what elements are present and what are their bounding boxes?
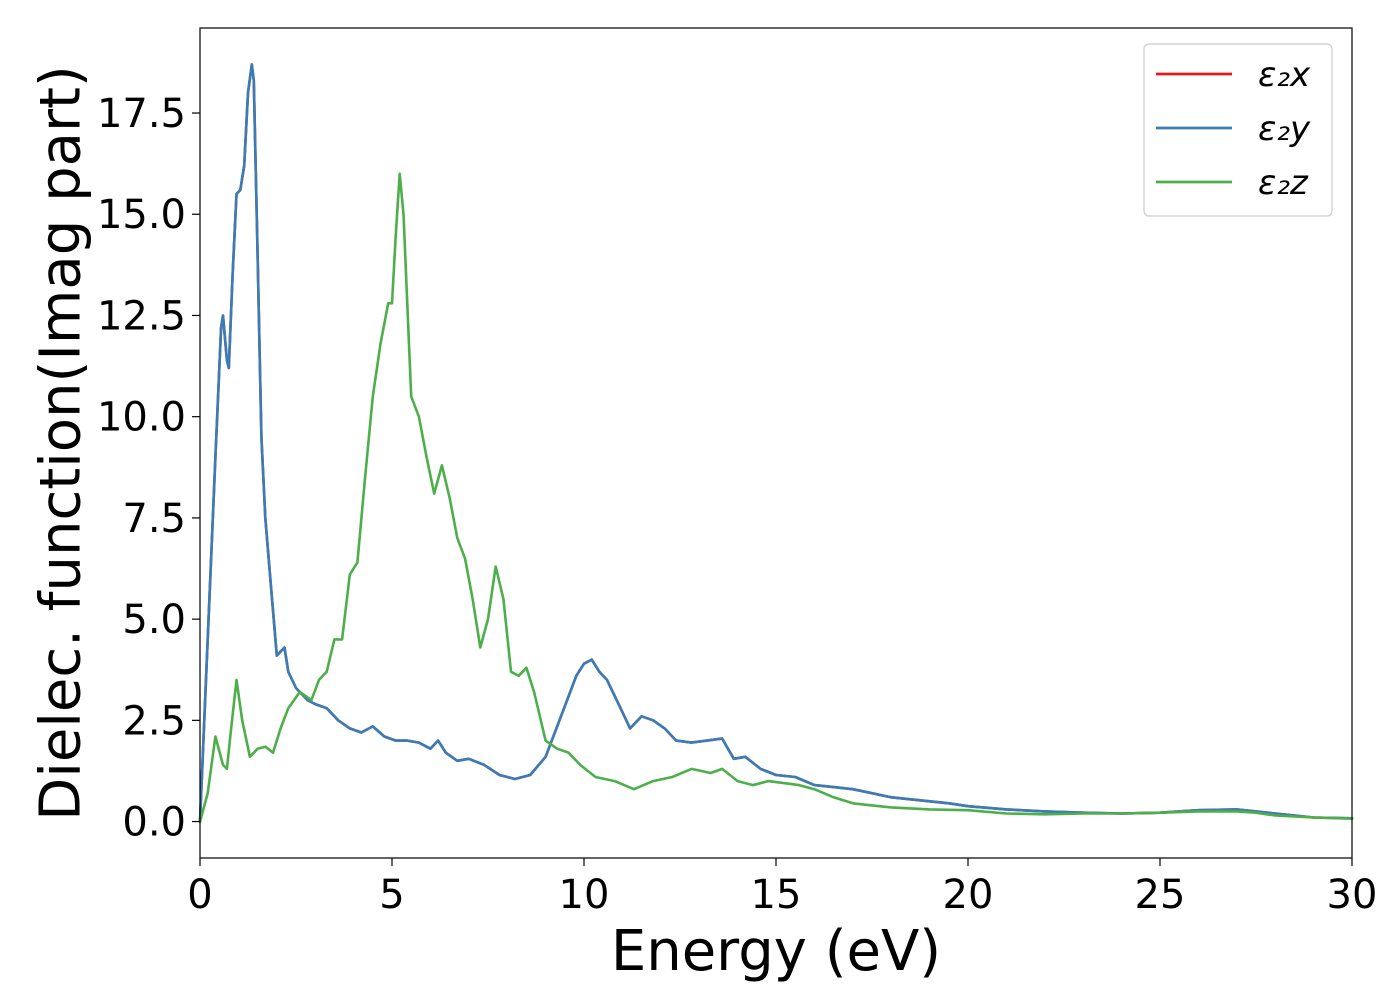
series-line-2 <box>198 172 1354 823</box>
y-axis-title: Dielec. function(Imag part) <box>29 65 94 821</box>
x-tick-label: 0 <box>187 872 212 918</box>
y-tick-label: 7.5 <box>122 496 186 542</box>
legend-label-2: ε₂z <box>1258 163 1309 203</box>
x-tick-label: 15 <box>751 872 802 918</box>
x-axis-title: Energy (eV) <box>611 919 941 984</box>
y-tick-label: 0.0 <box>122 800 186 846</box>
x-tick-label: 5 <box>379 872 404 918</box>
legend: ε₂x ε₂y ε₂z <box>1143 43 1333 217</box>
y-axis: 0.0 2.5 5.0 7.5 10.0 12.5 15.0 17.5 <box>97 91 200 846</box>
y-tick-label: 15.0 <box>97 192 186 238</box>
legend-label-0: ε₂x <box>1258 55 1311 95</box>
legend-frame <box>1143 43 1333 217</box>
series-layer <box>198 63 1354 823</box>
x-tick-label: 25 <box>1135 872 1186 918</box>
y-tick-label: 17.5 <box>97 91 186 137</box>
x-tick-label: 20 <box>943 872 994 918</box>
x-axis: 0 5 10 15 20 25 30 <box>187 858 1377 918</box>
legend-label-1: ε₂y <box>1258 109 1311 149</box>
series-line-1 <box>198 63 1354 823</box>
y-tick-label: 5.0 <box>122 597 186 643</box>
x-tick-label: 30 <box>1327 872 1378 918</box>
x-tick-label: 10 <box>559 872 610 918</box>
y-tick-label: 2.5 <box>122 698 186 744</box>
y-tick-label: 10.0 <box>97 395 186 441</box>
y-tick-label: 12.5 <box>97 293 186 339</box>
